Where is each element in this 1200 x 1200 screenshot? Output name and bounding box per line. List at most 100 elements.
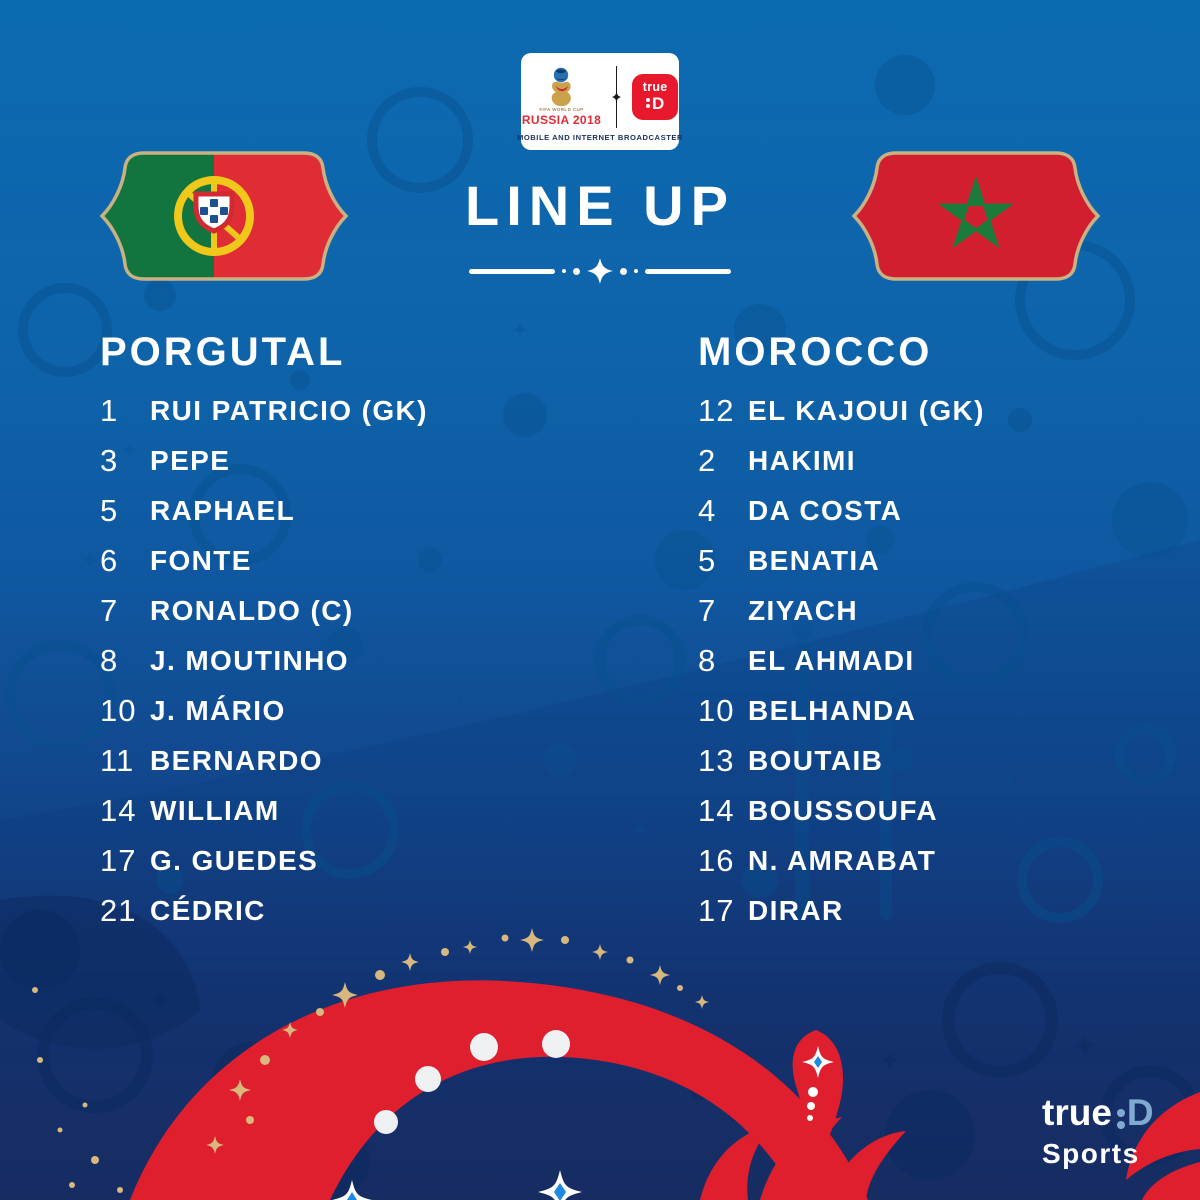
badge-logo-row: FIFA WORLD CUP RUSSIA 2018 true D — [522, 65, 679, 128]
trueid-sports-logo: true D Sports — [1042, 1094, 1154, 1168]
player-row: 4 DA COSTA — [698, 486, 1200, 536]
brand-sub: Sports — [1042, 1138, 1140, 1169]
trueid-logo-text: true — [642, 80, 668, 95]
player-name: CÉDRIC — [150, 895, 266, 926]
player-name: ZIYACH — [748, 595, 859, 626]
player-row: 1 RUI PATRICIO (GK) — [100, 386, 640, 436]
trueid-i-dots-icon — [646, 98, 651, 109]
brand-true: true — [1042, 1092, 1112, 1133]
player-number: 8 — [100, 643, 119, 678]
player-list-morocco: 12 EL KAJOUI (GK) 2 HAKIMI 4 DA COSTA 5 … — [698, 386, 1200, 936]
player-number: 17 — [698, 893, 735, 928]
team-name-morocco: MOROCCO — [698, 330, 933, 374]
player-row: 21 CÉDRIC — [100, 886, 640, 936]
player-name: N. AMRABAT — [748, 845, 937, 876]
player-row: 12 EL KAJOUI (GK) — [698, 386, 1200, 436]
player-name: EL AHMADI — [748, 645, 915, 676]
fifa-caption: FIFA WORLD CUP — [539, 107, 584, 113]
player-row: 14 WILLIAM — [100, 786, 640, 836]
player-number: 6 — [100, 543, 119, 578]
player-name: RONALDO (C) — [150, 595, 354, 626]
player-number: 11 — [100, 743, 135, 778]
player-name: J. MOUTINHO — [150, 645, 349, 676]
player-row: 5 RAPHAEL — [100, 486, 640, 536]
player-row: 7 ZIYACH — [698, 586, 1200, 636]
player-number: 17 — [100, 843, 137, 878]
divider-dot — [620, 267, 627, 275]
team-morocco: MOROCCO 12 EL KAJOUI (GK) 2 HAKIMI 4 DA … — [698, 332, 1200, 936]
fifa-title: RUSSIA 2018 — [521, 112, 602, 127]
player-name: J. MÁRIO — [150, 695, 286, 726]
player-name: BOUTAIB — [748, 745, 884, 776]
player-row: 14 BOUSSOUFA — [698, 786, 1200, 836]
divider-dot — [562, 269, 566, 273]
player-row: 7 RONALDO (C) — [100, 586, 640, 636]
player-name: BENATIA — [748, 545, 881, 576]
player-row: 17 G. GUEDES — [100, 836, 640, 886]
player-name: RUI PATRICIO (GK) — [150, 395, 428, 426]
badge-divider — [612, 65, 622, 128]
brand-id: D — [1115, 1094, 1154, 1131]
player-number: 7 — [698, 593, 717, 628]
player-row: 16 N. AMRABAT — [698, 836, 1200, 886]
broadcaster-subtitle: MOBILE AND INTERNET BROADCASTER — [516, 132, 684, 142]
player-name: BERNARDO — [150, 745, 323, 776]
player-name: FONTE — [150, 545, 252, 576]
player-number: 8 — [698, 643, 717, 678]
player-number: 1 — [100, 393, 119, 428]
team-name-portugal: PORGUTAL — [100, 330, 346, 374]
player-number: 7 — [100, 593, 119, 628]
player-number: 10 — [698, 693, 735, 728]
player-name: RAPHAEL — [150, 495, 296, 526]
team-portugal: PORGUTAL 1 RUI PATRICIO (GK) 3 PEPE 5 RA… — [100, 332, 640, 936]
divider-dot — [573, 267, 580, 275]
player-row: 3 PEPE — [100, 436, 640, 486]
player-number: 3 — [100, 443, 119, 478]
player-number: 5 — [698, 543, 717, 578]
player-row: 2 HAKIMI — [698, 436, 1200, 486]
player-name: HAKIMI — [748, 445, 856, 476]
portugal-flag — [100, 151, 348, 281]
player-number: 12 — [698, 393, 735, 428]
player-row: 10 BELHANDA — [698, 686, 1200, 736]
brand-i-dots-icon — [1116, 1109, 1125, 1129]
morocco-flag — [852, 151, 1100, 281]
divider-line — [469, 268, 555, 274]
player-row: 6 FONTE — [100, 536, 640, 586]
player-name: DA COSTA — [748, 495, 903, 526]
player-row: 17 DIRAR — [698, 886, 1200, 936]
trueid-logo: true D — [632, 73, 679, 120]
player-number: 14 — [698, 793, 735, 828]
player-row: 5 BENATIA — [698, 536, 1200, 586]
divider-dot — [634, 269, 638, 273]
player-name: PEPE — [150, 445, 231, 476]
player-number: 16 — [698, 843, 735, 878]
player-row: 10 J. MÁRIO — [100, 686, 640, 736]
player-number: 14 — [100, 793, 137, 828]
player-name: WILLIAM — [150, 795, 280, 826]
broadcaster-badge: FIFA WORLD CUP RUSSIA 2018 true D MOBILE… — [517, 53, 683, 150]
player-row: 11 BERNARDO — [100, 736, 640, 786]
fifa-world-cup-logo: FIFA WORLD CUP RUSSIA 2018 — [522, 67, 601, 126]
player-number: 4 — [698, 493, 717, 528]
title-divider — [0, 258, 1200, 284]
player-name: G. GUEDES — [150, 845, 319, 876]
star-icon — [587, 258, 613, 284]
player-row: 13 BOUTAIB — [698, 736, 1200, 786]
page-title: LINE UP — [465, 174, 735, 237]
player-number: 5 — [100, 493, 119, 528]
player-number: 13 — [698, 743, 735, 778]
trueid-logo-id: D — [646, 95, 664, 112]
trueid-brand-line: true D — [1042, 1094, 1154, 1131]
player-name: EL KAJOUI (GK) — [748, 395, 985, 426]
player-number: 21 — [100, 893, 137, 928]
player-name: BELHANDA — [748, 695, 917, 726]
player-row: 8 EL AHMADI — [698, 636, 1200, 686]
divider-line — [645, 268, 731, 274]
player-number: 2 — [698, 443, 717, 478]
player-list-portugal: 1 RUI PATRICIO (GK) 3 PEPE 5 RAPHAEL 6 F… — [100, 386, 640, 936]
player-name: BOUSSOUFA — [748, 795, 938, 826]
player-name: DIRAR — [748, 895, 844, 926]
player-row: 8 J. MOUTINHO — [100, 636, 640, 686]
player-number: 10 — [100, 693, 137, 728]
